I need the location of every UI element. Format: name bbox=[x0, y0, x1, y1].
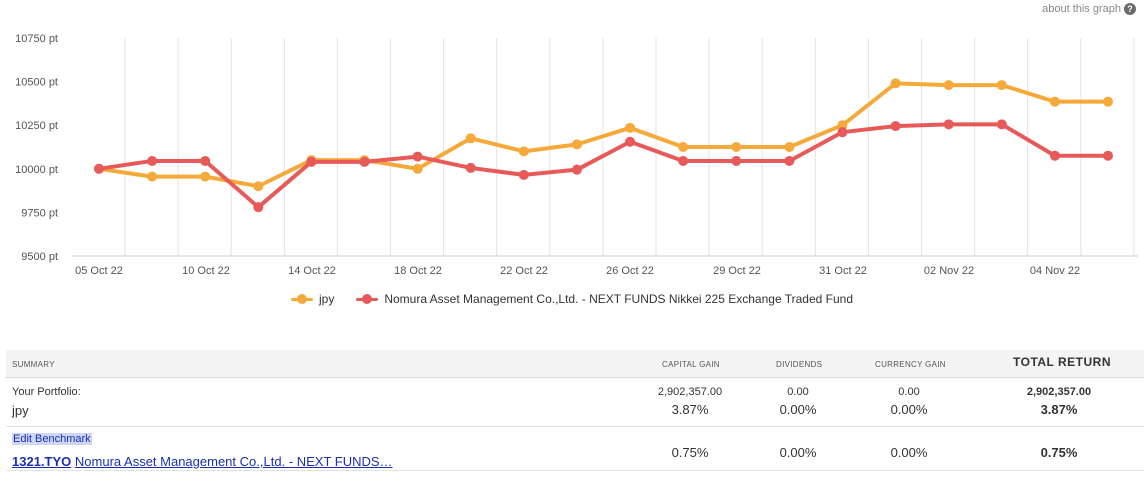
data-point-series-1 bbox=[518, 169, 529, 180]
data-point-series-1 bbox=[837, 127, 848, 138]
x-tick-label: 05 Oct 22 bbox=[75, 265, 123, 277]
data-point-series-0 bbox=[1103, 96, 1113, 107]
data-point-series-0 bbox=[465, 133, 476, 144]
data-point-series-0 bbox=[412, 163, 423, 174]
data-point-series-0 bbox=[571, 139, 582, 150]
benchmark-dividends-pct: 0.00% bbox=[779, 445, 817, 460]
data-point-series-0 bbox=[518, 146, 529, 157]
legend-item-jpy[interactable]: jpy bbox=[290, 292, 335, 306]
data-point-series-1 bbox=[784, 155, 795, 166]
data-point-series-1 bbox=[678, 155, 689, 166]
summary-table: SUMMARY CAPITAL GAIN DIVIDENDS CURRENCY … bbox=[6, 350, 1144, 471]
header-dividends: DIVIDENDS bbox=[776, 360, 823, 369]
data-point-series-0 bbox=[147, 171, 158, 182]
x-tick-label: 29 Oct 22 bbox=[713, 265, 761, 277]
y-tick-label: 9750 pt bbox=[21, 207, 58, 219]
legend-label-jpy: jpy bbox=[318, 292, 335, 306]
data-point-series-1 bbox=[1049, 150, 1060, 161]
data-point-series-0 bbox=[996, 80, 1007, 91]
data-point-series-1 bbox=[943, 119, 954, 130]
data-point-series-0 bbox=[890, 78, 901, 89]
benchmark-ticker-link[interactable]: 1321.TYO bbox=[12, 454, 72, 469]
data-point-series-1 bbox=[147, 155, 158, 166]
help-icon: ? bbox=[1124, 3, 1136, 15]
portfolio-capital-gain-pct: 3.87% bbox=[671, 402, 709, 417]
portfolio-total-amount: 2,902,357.00 bbox=[1026, 386, 1092, 398]
y-tick-label: 10500 pt bbox=[15, 77, 58, 89]
data-point-series-0 bbox=[678, 142, 689, 152]
portfolio-total-pct: 3.87% bbox=[1040, 402, 1078, 417]
x-tick-label: 14 Oct 22 bbox=[288, 265, 336, 277]
about-graph-link[interactable]: about this graph ? bbox=[1042, 3, 1136, 15]
data-point-series-1 bbox=[200, 155, 211, 166]
benchmark-currency-gain-pct: 0.00% bbox=[890, 445, 928, 460]
x-tick-label: 18 Oct 22 bbox=[394, 265, 442, 277]
data-point-series-0 bbox=[625, 122, 636, 133]
data-point-series-1 bbox=[996, 119, 1007, 130]
portfolio-name: jpy bbox=[12, 403, 29, 418]
data-point-series-1 bbox=[412, 151, 423, 162]
header-total-return: TOTAL RETURN bbox=[1013, 355, 1111, 369]
benchmark-name-link[interactable]: Nomura Asset Management Co.,Ltd. - NEXT … bbox=[74, 454, 393, 469]
data-point-series-1 bbox=[253, 202, 264, 213]
series-line-0 bbox=[97, 81, 1110, 189]
data-point-series-1 bbox=[1103, 150, 1113, 161]
y-tick-label: 10750 pt bbox=[15, 33, 58, 45]
series-line-1 bbox=[97, 122, 1110, 210]
portfolio-currency-gain-pct: 0.00% bbox=[890, 402, 928, 417]
edit-benchmark-link[interactable]: Edit Benchmark bbox=[12, 433, 92, 445]
data-point-series-1 bbox=[625, 136, 636, 147]
data-point-series-1 bbox=[890, 121, 901, 132]
legend-swatch-jpy-icon bbox=[290, 294, 313, 304]
y-tick-label: 9500 pt bbox=[21, 251, 58, 263]
data-point-series-1 bbox=[731, 155, 742, 166]
data-point-series-0 bbox=[731, 142, 742, 152]
summary-table-header: SUMMARY CAPITAL GAIN DIVIDENDS CURRENCY … bbox=[6, 350, 1144, 378]
x-tick-label: 31 Oct 22 bbox=[819, 265, 867, 277]
data-point-series-1 bbox=[465, 162, 476, 173]
x-tick-label: 02 Nov 22 bbox=[924, 265, 974, 277]
portfolio-dividends-amount: 0.00 bbox=[787, 386, 809, 398]
data-point-series-1 bbox=[571, 164, 582, 175]
benchmark-title: 1321.TYO Nomura Asset Management Co.,Ltd… bbox=[12, 454, 393, 469]
x-tick-label: 10 Oct 22 bbox=[182, 265, 230, 277]
data-point-series-0 bbox=[943, 80, 954, 91]
y-tick-label: 10000 pt bbox=[15, 164, 58, 176]
portfolio-dividends-pct: 0.00% bbox=[779, 402, 817, 417]
data-point-series-1 bbox=[94, 163, 104, 174]
line-chart: 9500 pt 9750 pt 10000 pt 10250 pt 10500 pt 10… bbox=[15, 33, 1138, 277]
portfolio-capital-gain-amount: 2,902,357.00 bbox=[657, 386, 723, 398]
data-point-series-0 bbox=[837, 120, 848, 131]
benchmark-total-pct: 0.75% bbox=[1040, 445, 1078, 460]
data-point-series-0 bbox=[253, 181, 264, 192]
y-tick-label: 10250 pt bbox=[15, 120, 58, 132]
x-tick-label: 26 Oct 22 bbox=[606, 265, 654, 277]
about-graph-label: about this graph bbox=[1042, 3, 1121, 15]
data-point-series-0 bbox=[200, 171, 211, 182]
portfolio-currency-gain-amount: 0.00 bbox=[898, 386, 920, 398]
data-point-series-0 bbox=[784, 142, 795, 152]
header-capital-gain: CAPITAL GAIN bbox=[662, 360, 720, 369]
header-currency-gain: CURRENCY GAIN bbox=[875, 360, 946, 369]
benchmark-capital-gain-pct: 0.75% bbox=[671, 445, 709, 460]
header-summary: SUMMARY bbox=[12, 360, 55, 369]
legend-item-benchmark[interactable]: Nomura Asset Management Co.,Ltd. - NEXT … bbox=[356, 292, 853, 306]
benchmark-row: Edit Benchmark 1321.TYO Nomura Asset Man… bbox=[6, 427, 1144, 471]
x-tick-label: 04 Nov 22 bbox=[1030, 265, 1080, 277]
legend-swatch-benchmark-icon bbox=[356, 294, 379, 304]
portfolio-row: Your Portfolio: jpy 2,902,357.00 3.87% 0… bbox=[6, 378, 1144, 427]
chart-legend: jpy Nomura Asset Management Co.,Ltd. - N… bbox=[0, 292, 1144, 306]
x-tick-label: 22 Oct 22 bbox=[500, 265, 548, 277]
data-point-series-0 bbox=[1049, 96, 1060, 107]
data-point-series-1 bbox=[359, 156, 370, 167]
portfolio-label: Your Portfolio: bbox=[12, 386, 81, 398]
data-point-series-1 bbox=[306, 156, 317, 167]
legend-label-benchmark: Nomura Asset Management Co.,Ltd. - NEXT … bbox=[384, 292, 853, 306]
